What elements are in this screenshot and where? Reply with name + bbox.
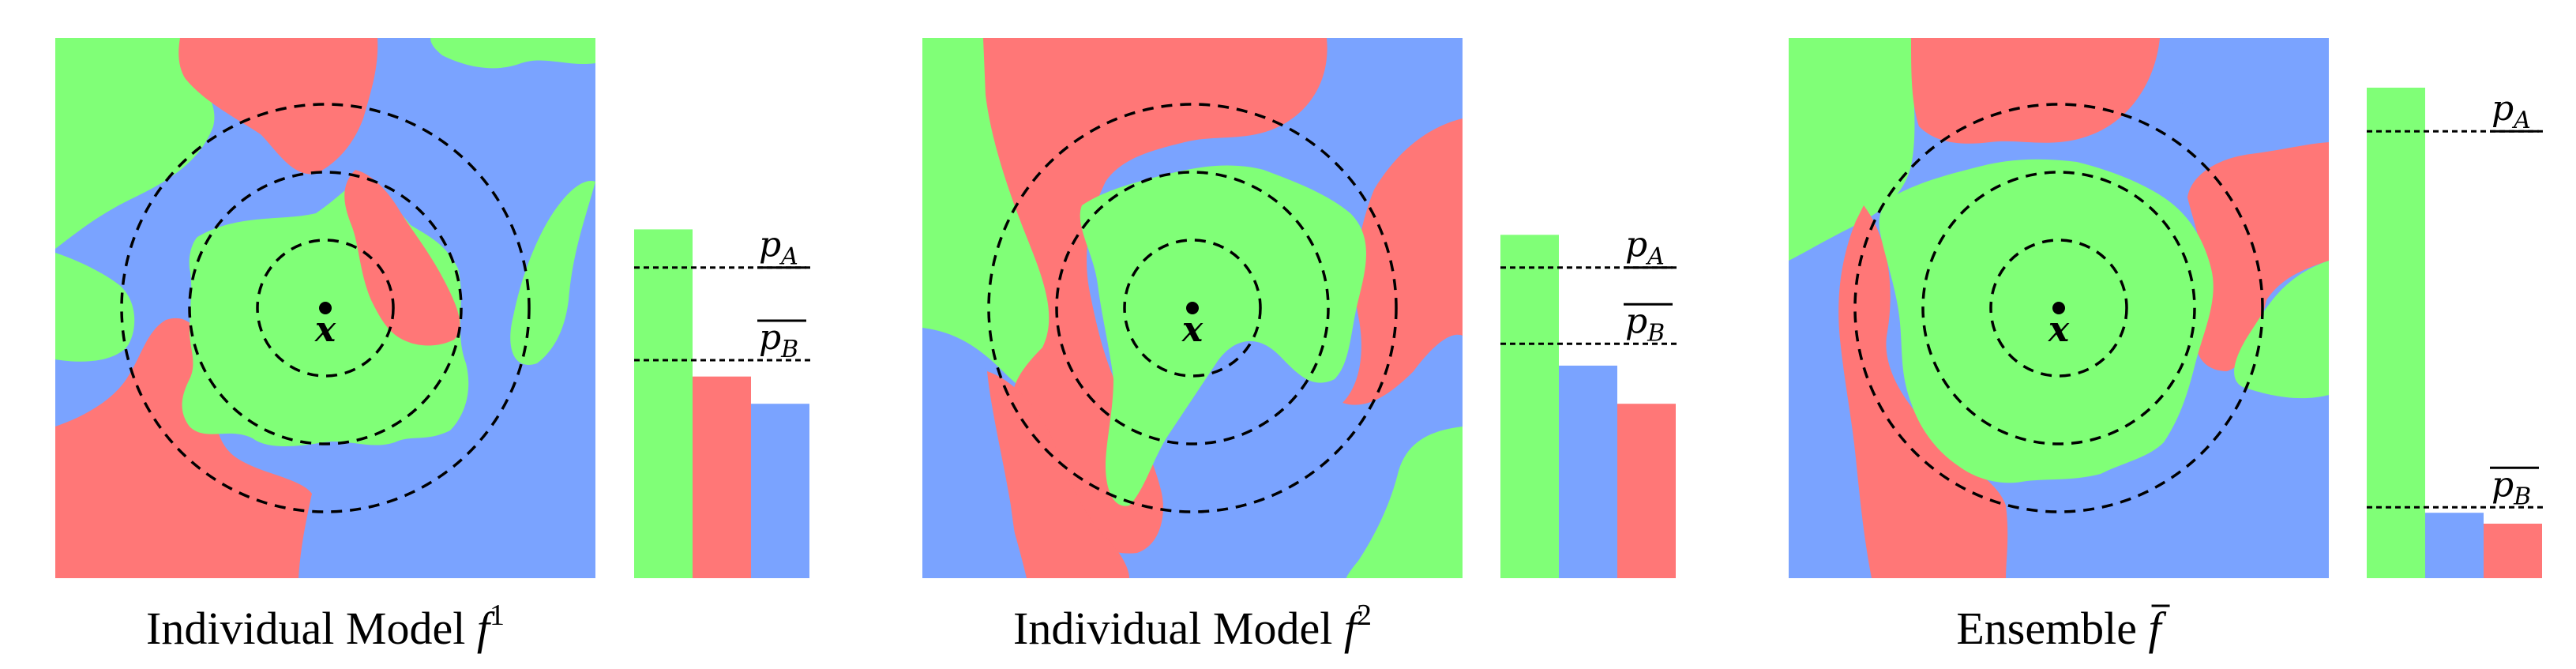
threshold-subscript: B [1647,319,1665,347]
circle-small-ensemble [1989,239,2128,378]
region-green-ensemble-center [1879,159,2214,483]
caption-f2-text: Individual Model [1013,603,1344,654]
point-x-dot-f2 [1186,302,1199,314]
caption-f1-sup: 1 [490,599,505,632]
threshold-label-p_B-f1: pB [759,318,798,363]
caption-ensemble-sym: f [2149,603,2167,654]
circle-small-f1 [256,239,395,378]
threshold-symbol: p [759,225,781,265]
point-x-dot-f1 [319,302,332,314]
threshold-subscript: B [2513,483,2531,510]
circle-medium-ensemble [1921,171,2196,445]
region-red-ensemble-right [2187,142,2329,371]
bar-blue-f2 [1559,365,1617,578]
threshold-symbol: p [2492,464,2514,505]
caption-f2-sup: 2 [1357,599,1372,632]
region-red-f1-tongue [344,170,460,346]
point-x-label-f2: x [1181,310,1204,350]
threshold-subscript: A [2511,107,2531,134]
bar-blue-f1 [751,404,809,578]
threshold-symbol: p [1625,225,1647,265]
region-green-f2-left [922,38,1083,402]
bar-red-ensemble [2484,524,2542,578]
region-red-f1-top [178,38,378,175]
region-red-f1-bottom-left [55,318,312,578]
caption-ensemble: Ensemble f [1956,603,2166,654]
region-green-f1-top-right [430,38,595,69]
region-blue-f2-bottom-left [922,328,1027,578]
threshold-label-p_A-f1: pA [759,225,798,271]
radius-circles-ensemble [1853,103,2264,513]
bar-red-f2 [1617,404,1676,578]
radius-circles-f1 [120,103,531,513]
region-green-f1-left [55,253,135,362]
decision-map-f1 [55,38,595,578]
caption-f1-text: Individual Model [146,603,477,654]
bar-blue-ensemble [2425,513,2484,578]
bar-green-ensemble [2367,88,2425,578]
region-green-f2-bottom-right [1346,427,1463,578]
circle-large-ensemble [1853,103,2264,513]
threshold-subscript: A [779,243,798,271]
threshold-symbol: p [1625,301,1647,341]
bar-red-f1 [693,376,751,578]
threshold-subscript: A [1645,243,1665,271]
caption-f1: Individual Model f1 [146,599,505,654]
region-red-f2-bottom-left [986,371,1129,578]
threshold-symbol: p [759,318,781,358]
region-green-f1-right [510,181,595,365]
point-x-label-f1: x [314,310,336,350]
circle-medium-f2 [1055,171,1330,445]
circle-large-f2 [987,103,1398,513]
circle-large-f1 [120,103,531,513]
threshold-label-p_A-ensemble: pA [2492,88,2531,134]
region-red-ensemble-left-column [1838,205,2008,578]
threshold-subscript: B [780,336,798,363]
circle-medium-f1 [188,171,463,445]
region-red-ensemble-top [1911,38,2160,144]
threshold-label-p_A-f2: pA [1625,225,1665,271]
region-red-f2-column [983,38,1327,554]
bar-green-f2 [1500,235,1559,578]
region-green-f1-top-left [55,38,215,249]
threshold-label-p_B-f2: pB [1625,301,1665,347]
circle-small-f2 [1123,239,1262,378]
threshold-label-p_B-ensemble: pB [2492,464,2531,510]
decision-map-ensemble [1789,38,2329,578]
caption-f2: Individual Model f2 [1013,599,1372,654]
radius-circles-f2 [987,103,1398,513]
region-red-f2-right [1342,118,1463,405]
point-x-label-ensemble: x [2048,310,2070,350]
region-blue-ensemble-top-right [2160,38,2329,142]
caption-ensemble-text: Ensemble [1956,603,2148,654]
decision-map-f2 [922,38,1463,578]
region-green-ensemble-right [2234,261,2329,399]
bar-green-f1 [634,229,693,578]
region-green-f2-center [1080,165,1366,506]
point-x-dot-ensemble [2052,302,2065,314]
threshold-symbol: p [2492,88,2514,129]
